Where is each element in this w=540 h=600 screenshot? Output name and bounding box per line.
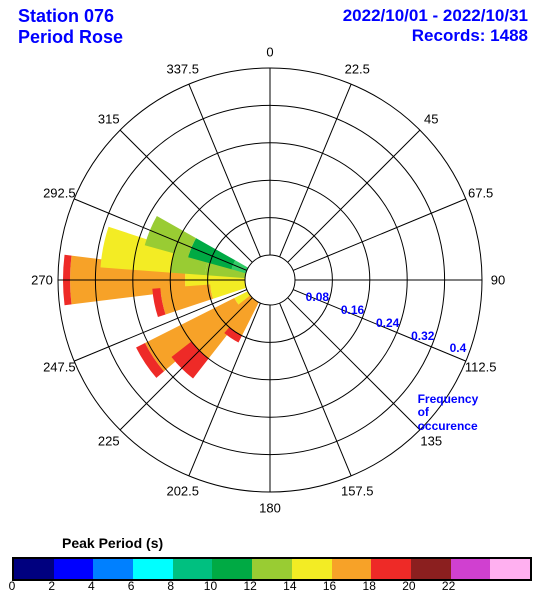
direction-label: 225 [98,434,120,449]
legend-tick: 6 [128,579,135,593]
direction-label: 315 [98,111,120,126]
legend: Peak Period (s) 0 2 4 6 8 10 12 14 16 18 20 22 [0,535,540,600]
legend-tick: 4 [88,579,95,593]
direction-label: 202.5 [166,483,199,498]
direction-label: 157.5 [341,483,374,498]
ring-label: 0.16 [341,303,364,317]
legend-segment [332,559,372,579]
legend-tick: 16 [323,579,336,593]
legend-segment [93,559,133,579]
legend-bar [12,557,532,581]
direction-label: 90 [491,273,505,288]
legend-title: Peak Period (s) [62,535,163,551]
legend-tick: 2 [48,579,55,593]
rose-svg [0,0,540,530]
legend-segment [54,559,94,579]
legend-tick: 10 [204,579,217,593]
legend-segment [411,559,451,579]
direction-label: 247.5 [43,360,76,375]
direction-label: 112.5 [465,360,497,375]
legend-segment [173,559,213,579]
direction-label: 45 [424,111,438,126]
ring-label: 0.24 [376,316,399,330]
legend-segment [371,559,411,579]
direction-label: 337.5 [166,62,199,77]
legend-segment [212,559,252,579]
legend-segment [490,559,530,579]
direction-label: 180 [259,501,281,516]
direction-label: 22.5 [345,62,370,77]
legend-tick: 22 [442,579,455,593]
legend-segment [292,559,332,579]
legend-segment [14,559,54,579]
direction-label: 270 [31,273,53,288]
legend-segment [252,559,292,579]
ring-label: 0.32 [411,329,434,343]
frequency-label: Frequencyofoccurence [418,393,479,433]
direction-label: 0 [266,45,273,60]
direction-label: 135 [420,434,442,449]
legend-tick: 20 [402,579,415,593]
legend-segment [133,559,173,579]
ring-label: 0.4 [450,341,467,355]
rose-chart: 0 22.5 45 67.5 90 112.5 135 157.5 180 202.5 225 247… [0,0,540,530]
direction-label: 67.5 [468,185,493,200]
direction-label: 292.5 [43,185,76,200]
legend-segment [451,559,491,579]
legend-tick: 0 [9,579,16,593]
legend-tick: 18 [363,579,376,593]
legend-tick: 14 [283,579,296,593]
legend-tick: 8 [167,579,174,593]
legend-tick: 12 [243,579,256,593]
ring-label: 0.08 [306,290,329,304]
